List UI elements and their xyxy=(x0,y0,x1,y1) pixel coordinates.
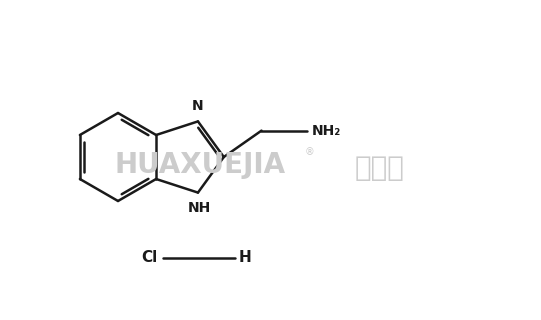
Text: N: N xyxy=(192,100,204,113)
Text: H: H xyxy=(239,251,252,266)
Text: NH₂: NH₂ xyxy=(312,124,341,138)
Text: HUAXUEJIA: HUAXUEJIA xyxy=(115,151,286,179)
Text: NH: NH xyxy=(187,201,210,215)
Text: ®: ® xyxy=(305,147,315,157)
Text: 化学加: 化学加 xyxy=(355,154,405,182)
Text: Cl: Cl xyxy=(141,251,157,266)
